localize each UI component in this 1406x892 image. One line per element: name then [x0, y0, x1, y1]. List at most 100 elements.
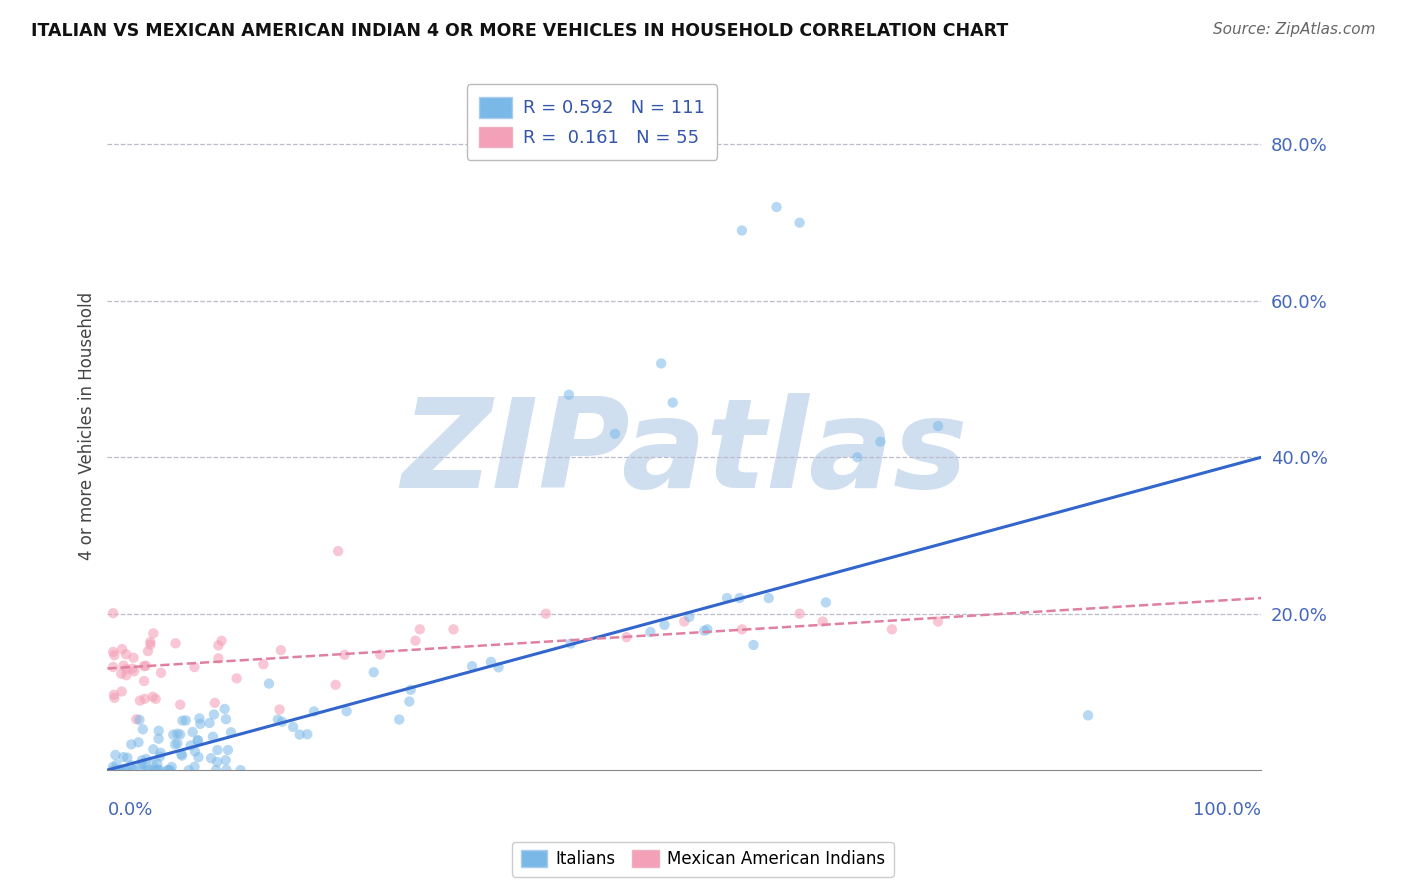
Point	[678, 610, 700, 624]
Point	[162, 728, 184, 742]
Point	[187, 750, 209, 764]
Text: ZIPatlas: ZIPatlas	[401, 393, 967, 514]
Point	[207, 651, 229, 665]
Point	[111, 642, 134, 657]
Point	[225, 672, 247, 686]
Point	[135, 752, 157, 766]
Point	[138, 762, 160, 776]
Point	[188, 711, 211, 725]
Point	[217, 743, 239, 757]
Point	[204, 696, 226, 710]
Point	[479, 655, 502, 669]
Point	[288, 727, 311, 741]
Point	[267, 713, 290, 727]
Point	[103, 690, 125, 705]
Point	[139, 638, 162, 652]
Point	[129, 757, 152, 772]
Point	[534, 607, 557, 621]
Point	[112, 658, 135, 673]
Point	[461, 659, 484, 673]
Point	[120, 738, 142, 752]
Point	[115, 668, 138, 682]
Point	[187, 733, 209, 747]
Text: Source: ZipAtlas.com: Source: ZipAtlas.com	[1212, 22, 1375, 37]
Point	[399, 682, 422, 697]
Point	[927, 419, 949, 434]
Point	[731, 223, 754, 237]
Point	[142, 690, 165, 704]
Point	[112, 750, 135, 764]
Point	[142, 626, 165, 640]
Point	[1077, 708, 1099, 723]
Point	[205, 763, 228, 777]
Point	[146, 756, 169, 771]
Point	[560, 636, 582, 650]
Point	[211, 633, 233, 648]
Point	[111, 684, 134, 698]
Point	[142, 742, 165, 756]
Point	[122, 763, 145, 777]
Point	[846, 450, 869, 465]
Point	[742, 638, 765, 652]
Point	[156, 763, 179, 777]
Point	[183, 660, 205, 674]
Point	[650, 356, 672, 370]
Point	[115, 763, 138, 777]
Point	[101, 660, 124, 674]
Point	[170, 747, 193, 761]
Point	[172, 714, 194, 728]
Point	[105, 763, 128, 777]
Point	[107, 763, 129, 777]
Point	[101, 645, 124, 659]
Point	[131, 753, 153, 767]
Point	[184, 744, 207, 758]
Point	[160, 760, 183, 774]
Legend: R = 0.592   N = 111, R =  0.161   N = 55: R = 0.592 N = 111, R = 0.161 N = 55	[467, 84, 717, 160]
Point	[115, 662, 138, 676]
Text: 100.0%: 100.0%	[1194, 801, 1261, 819]
Point	[134, 691, 156, 706]
Point	[101, 760, 124, 774]
Point	[103, 648, 125, 663]
Point	[558, 388, 581, 402]
Point	[716, 591, 738, 605]
Point	[169, 698, 191, 712]
Point	[104, 747, 127, 762]
Point	[103, 688, 125, 702]
Point	[252, 657, 274, 672]
Point	[207, 639, 229, 653]
Point	[131, 756, 153, 771]
Point	[696, 623, 718, 637]
Point	[122, 664, 145, 678]
Point	[207, 743, 229, 757]
Point	[177, 763, 200, 777]
Point	[110, 666, 132, 681]
Point	[114, 763, 136, 777]
Point	[257, 676, 280, 690]
Point	[169, 727, 191, 741]
Point	[814, 595, 837, 609]
Point	[174, 714, 197, 728]
Point	[443, 623, 465, 637]
Point	[693, 624, 716, 638]
Point	[731, 623, 754, 637]
Point	[869, 434, 891, 449]
Point	[811, 615, 834, 629]
Point	[146, 763, 169, 777]
Point	[181, 725, 204, 739]
Point	[215, 712, 238, 726]
Point	[198, 715, 221, 730]
Point	[187, 733, 209, 747]
Point	[758, 591, 780, 605]
Point	[117, 750, 139, 764]
Point	[409, 623, 432, 637]
Point	[616, 630, 638, 644]
Point	[108, 763, 131, 777]
Point	[281, 720, 304, 734]
Point	[180, 739, 202, 753]
Point	[215, 763, 238, 777]
Point	[201, 730, 224, 744]
Point	[654, 618, 676, 632]
Point	[219, 725, 242, 739]
Point	[326, 544, 349, 558]
